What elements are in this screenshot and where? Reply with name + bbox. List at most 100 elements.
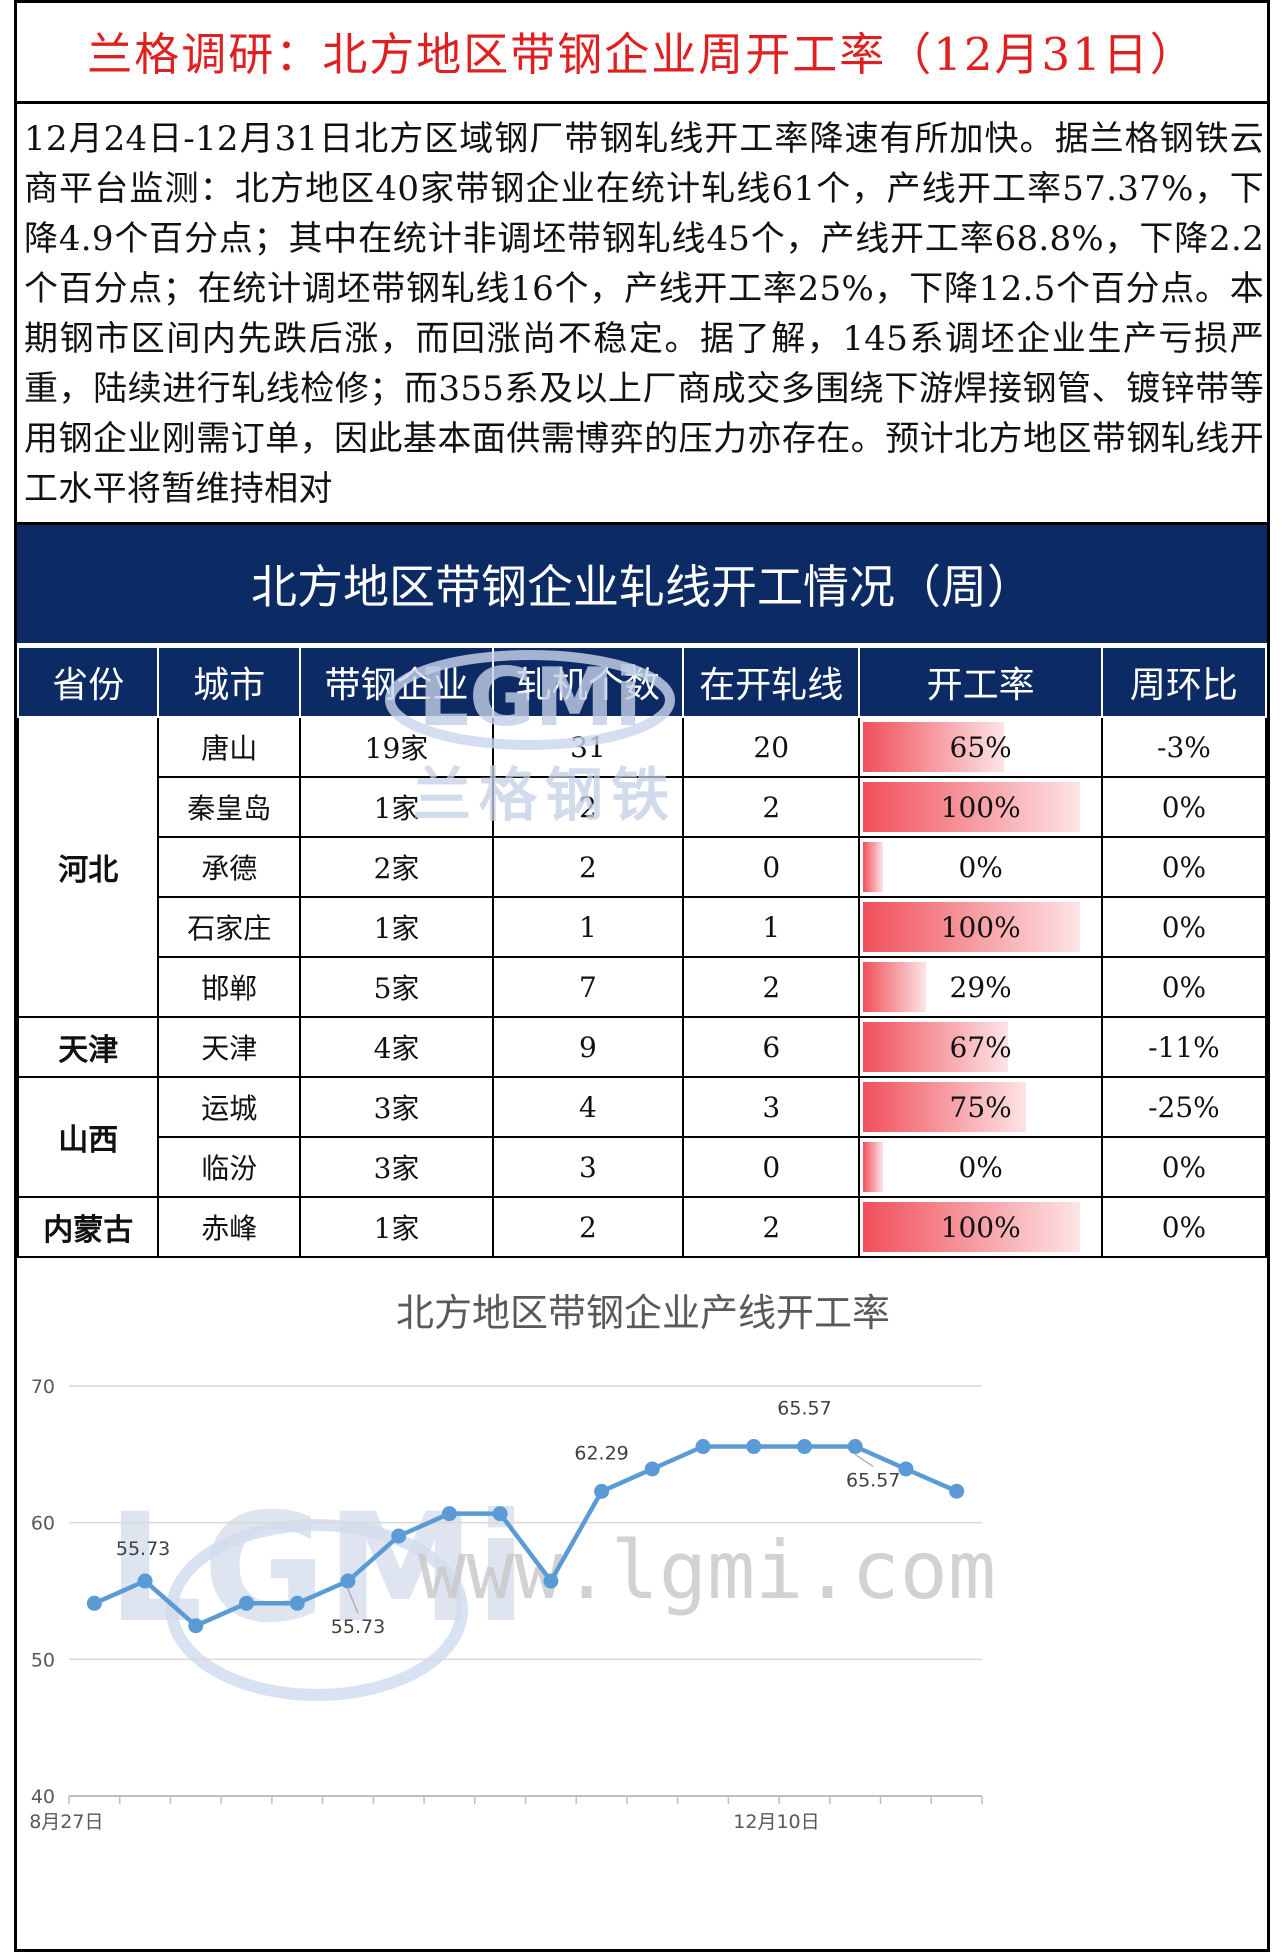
rate-bar [863,1022,1009,1072]
change-cell: -3% [1100,716,1268,778]
rate-value: 65% [949,730,1012,764]
city-cell: 石家庄 [157,896,302,958]
rate-cell: 75% [858,1076,1103,1138]
companies-cell: 3家 [299,1076,494,1138]
data-point [543,1573,559,1589]
city-cell: 邯郸 [157,956,302,1018]
data-label: 55.73 [116,1538,170,1560]
data-point [898,1461,914,1477]
col-companies: 带钢企业 [299,648,494,718]
data-point [796,1439,812,1455]
y-tick-label: 70 [31,1376,55,1398]
city-cell: 秦皇岛 [157,776,302,838]
running-cell: 2 [681,956,861,1018]
change-cell: 0% [1100,1196,1268,1258]
rate-bar [863,842,883,892]
y-tick-label: 50 [31,1649,55,1671]
table-row: 河北 唐山 19家 31 20 65% -3% [16,716,1268,1018]
province-cell: 内蒙古 [16,1196,160,1258]
city-cell: 临汾 [157,1136,302,1198]
rate-value: 0% [958,1150,1003,1184]
table-row: 山西 运城 3家 4 3 75% -25% [16,1076,1268,1198]
data-label: 65.57 [777,1398,831,1420]
rate-bar [863,782,1080,832]
page-title: 兰格调研：北方地区带钢企业周开工率（12月31日） [14,0,1270,104]
col-rate: 开工率 [858,648,1103,718]
col-province: 省份 [16,648,160,718]
running-cell: 6 [681,1016,861,1078]
mills-cell: 2 [491,836,684,898]
summary-paragraph: 12月24日-12月31日北方区域钢厂带钢轧线开工率降速有所加快。据兰格钢铁云商… [24,119,1264,509]
rate-cell: 65% [858,716,1103,778]
y-tick-label: 60 [31,1513,55,1535]
data-point [695,1439,711,1455]
change-cell: -11% [1100,1016,1268,1078]
table-row: 石家庄 1家 1 1 100% 0% [18,896,1268,958]
rate-value: 100% [940,910,1021,944]
city-cell: 唐山 [157,716,302,778]
data-point [594,1483,610,1499]
data-point [644,1461,660,1477]
change-cell: -25% [1100,1076,1268,1138]
table-row: 承德 2家 2 0 0% 0% [18,836,1268,898]
table-row: 内蒙古 赤峰 1家 2 2 100% 0% [16,1196,1268,1258]
rate-bar [863,1082,1026,1132]
companies-cell: 4家 [299,1016,494,1078]
data-point [949,1483,965,1499]
data-label-leader [854,1454,874,1468]
change-cell: 0% [1100,956,1268,1018]
rate-cell: 67% [858,1016,1103,1078]
data-point [441,1506,457,1522]
mills-cell: 1 [491,896,684,958]
mills-cell: 4 [491,1076,684,1138]
line-chart: LGMi www.lgmi.com 40 50 60 70 8月27日 12月10日 55… [29,1376,996,1833]
data-point [847,1439,863,1455]
col-running: 在开轧线 [681,648,861,718]
data-point [239,1595,255,1611]
change-cell: 0% [1100,836,1268,898]
mills-cell: 31 [491,716,684,778]
data-point [137,1573,153,1589]
series-line [93,1444,958,1628]
rate-value: 29% [949,970,1012,1004]
data-point [86,1595,102,1611]
rate-bar [863,1142,883,1192]
companies-cell: 1家 [299,896,494,958]
running-cell: 0 [681,836,861,898]
rate-value: 0% [958,850,1003,884]
rate-cell: 100% [858,1196,1103,1258]
city-cell: 运城 [157,1076,302,1138]
rate-value: 100% [940,1210,1021,1244]
companies-cell: 3家 [299,1136,494,1198]
data-point [492,1506,508,1522]
companies-cell: 1家 [299,1196,494,1258]
companies-cell: 5家 [299,956,494,1018]
city-cell: 赤峰 [157,1196,302,1258]
col-city: 城市 [157,648,302,718]
rate-cell: 100% [858,776,1103,838]
x-tick-label: 8月27日 [29,1811,103,1833]
table-row: 秦皇岛 1家 2 2 100% 0% [18,776,1268,838]
change-cell: 0% [1100,896,1268,958]
running-cell: 1 [681,896,861,958]
data-point [746,1439,762,1455]
rate-value: 67% [949,1030,1012,1064]
province-cell: 天津 [16,1016,160,1078]
data-point [340,1573,356,1589]
companies-cell: 1家 [299,776,494,838]
companies-cell: 19家 [299,716,494,778]
mills-cell: 2 [491,776,684,838]
mills-cell: 3 [491,1136,684,1198]
running-cell: 0 [681,1136,861,1198]
table-row: 临汾 3家 3 0 0% 0% [18,1136,1268,1198]
data-point [289,1595,305,1611]
rate-cell: 29% [858,956,1103,1018]
mills-cell: 9 [491,1016,684,1078]
chart-watermark: LGMi www.lgmi.com [107,1482,996,1701]
y-tick-label: 40 [31,1786,55,1808]
rate-cell: 0% [858,836,1103,898]
change-cell: 0% [1100,776,1268,838]
city-cell: 天津 [157,1016,302,1078]
svg-text:www.lgmi.com: www.lgmi.com [418,1524,996,1617]
rate-value: 100% [940,790,1021,824]
